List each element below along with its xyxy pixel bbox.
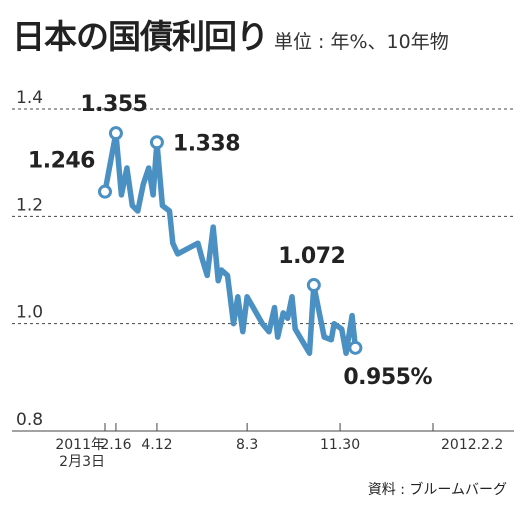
chart-subtitle: 単位 : 年%、10年物 [274,31,449,53]
x-tick-label: 2012.2.2 [441,437,503,453]
x-tick-label: 2.16 [100,437,131,453]
data-label: 0.955% [343,365,432,390]
data-label: 1.246 [28,149,95,174]
series-line [102,130,359,356]
data-point-marker [306,278,321,293]
data-point-marker [108,126,123,141]
data-point-marker [149,135,164,150]
x-tick-label: 8.3 [236,437,258,453]
x-tick-label: 2011年 [55,437,105,453]
x-tick-label: 4.12 [141,437,172,453]
y-tick-label: 1.2 [16,195,43,215]
y-tick-label: 1.0 [16,303,43,323]
x-tick-label: 2月3日 [59,454,105,470]
y-tick-label: 0.8 [16,410,43,430]
data-label: 1.355 [80,92,147,117]
data-point-marker [98,184,112,199]
chart-title: 日本の国債利回り [12,17,269,56]
source-note: 資料 : ブルームバーグ [367,482,507,498]
data-point-marker [348,340,363,355]
data-label: 1.338 [173,131,240,156]
x-tick-label: 11.30 [320,437,360,453]
data-label: 1.072 [278,244,345,269]
y-tick-label: 1.4 [16,88,43,108]
chart-header: 日本の国債利回り 単位 : 年%、10年物 [12,10,449,58]
